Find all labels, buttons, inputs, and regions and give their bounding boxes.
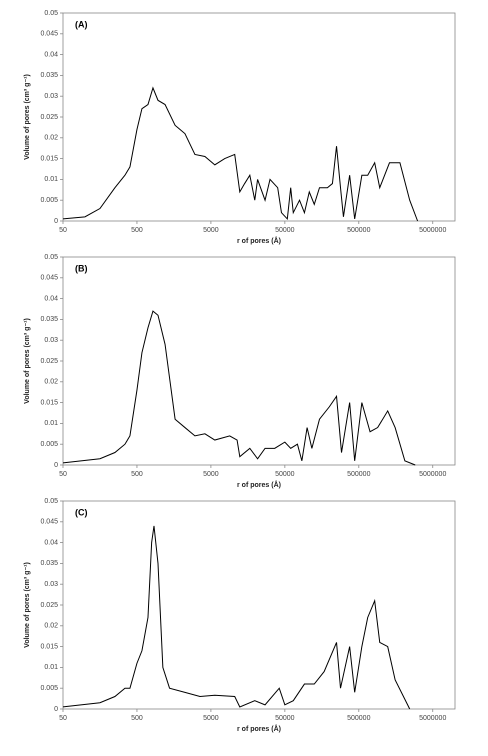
x-axis-label: r of pores (Å) — [237, 236, 281, 245]
y-tick-label: 0.045 — [40, 275, 58, 282]
y-tick-label: 0.01 — [44, 420, 58, 427]
y-tick-label: 0.05 — [44, 498, 58, 505]
y-tick-label: 0.03 — [44, 337, 58, 344]
y-tick-label: 0.035 — [40, 560, 58, 567]
y-tick-label: 0.025 — [40, 602, 58, 609]
y-tick-label: 0.04 — [44, 295, 58, 302]
x-tick-label: 500 — [131, 227, 143, 234]
panel-label: (C) — [75, 507, 88, 517]
y-tick-label: 0.04 — [44, 539, 58, 546]
y-tick-label: 0.02 — [44, 135, 58, 142]
y-tick-label: 0.005 — [40, 197, 58, 204]
x-tick-label: 500000 — [347, 227, 370, 234]
x-tick-label: 50000 — [275, 715, 295, 722]
x-tick-label: 5000 — [203, 715, 219, 722]
y-tick-label: 0.025 — [40, 358, 58, 365]
y-tick-label: 0.01 — [44, 176, 58, 183]
y-tick-label: 0.03 — [44, 581, 58, 588]
y-axis-label: Volume of pores (cm³ g⁻¹) — [24, 562, 31, 648]
x-axis-label: r of pores (Å) — [237, 724, 281, 733]
y-tick-label: 0.035 — [40, 72, 58, 79]
y-tick-label: 0.02 — [44, 623, 58, 630]
plot-frame — [62, 12, 456, 222]
panel-label: (A) — [75, 19, 88, 29]
y-tick-label: 0.05 — [44, 254, 58, 261]
y-tick-label: 0.005 — [40, 441, 58, 448]
x-tick-label: 50 — [59, 227, 67, 234]
x-tick-label: 50 — [59, 715, 67, 722]
x-tick-label: 5000000 — [419, 227, 446, 234]
y-tick-label: 0 — [54, 462, 58, 469]
plot-frame — [62, 256, 456, 466]
data-line — [62, 525, 411, 710]
y-tick-label: 0.015 — [40, 155, 58, 162]
y-tick-label: 0.015 — [40, 399, 58, 406]
y-tick-label: 0.02 — [44, 379, 58, 386]
data-line — [62, 310, 416, 466]
y-tick-label: 0 — [54, 218, 58, 225]
y-axis-label: Volume of pores (cm³ g⁻¹) — [24, 318, 31, 404]
y-axis-label: Volume of pores (cm³ g⁻¹) — [24, 74, 31, 160]
data-line — [62, 86, 419, 222]
x-tick-label: 50000 — [275, 227, 295, 234]
plot-frame — [62, 500, 456, 710]
x-axis-label: r of pores (Å) — [237, 480, 281, 489]
y-tick-label: 0.005 — [40, 685, 58, 692]
y-tick-label: 0.04 — [44, 51, 58, 58]
x-tick-label: 5000 — [203, 227, 219, 234]
y-tick-label: 0.045 — [40, 31, 58, 38]
y-tick-label: 0.045 — [40, 519, 58, 526]
y-tick-label: 0 — [54, 706, 58, 713]
x-tick-label: 500 — [131, 715, 143, 722]
x-tick-label: 50 — [59, 471, 67, 478]
panel-label: (B) — [75, 263, 88, 273]
x-tick-label: 5000000 — [419, 715, 446, 722]
y-tick-label: 0.01 — [44, 664, 58, 671]
x-tick-label: 5000 — [203, 471, 219, 478]
y-tick-label: 0.03 — [44, 93, 58, 100]
y-tick-label: 0.015 — [40, 643, 58, 650]
y-tick-label: 0.025 — [40, 114, 58, 121]
x-tick-label: 500000 — [347, 715, 370, 722]
x-tick-label: 50000 — [275, 471, 295, 478]
y-tick-label: 0.035 — [40, 316, 58, 323]
x-tick-label: 5000000 — [419, 471, 446, 478]
x-tick-label: 500000 — [347, 471, 370, 478]
y-tick-label: 0.05 — [44, 10, 58, 17]
x-tick-label: 500 — [131, 471, 143, 478]
